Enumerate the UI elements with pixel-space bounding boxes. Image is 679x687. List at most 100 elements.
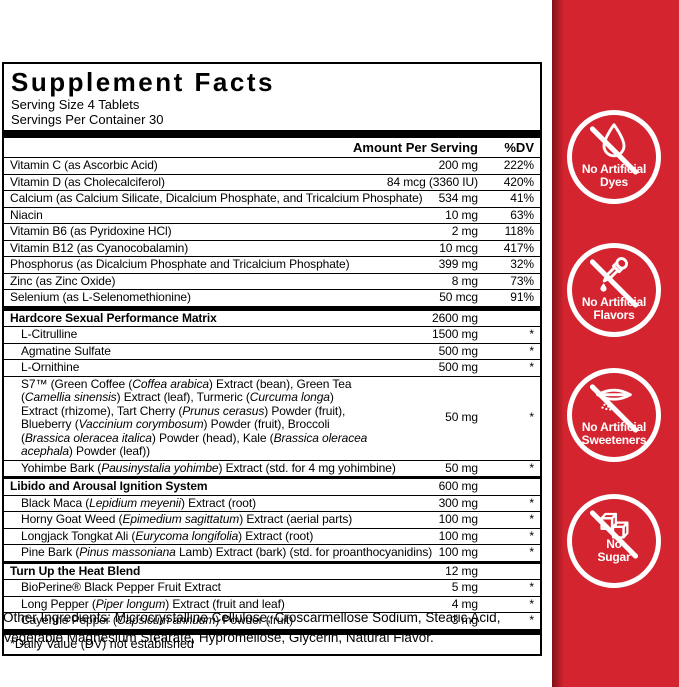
ingredient-table: Vitamin C (as Ascorbic Acid) 200 mg 222%… <box>4 157 540 629</box>
column-headers: Amount Per Serving %DV <box>4 138 540 157</box>
ingredient-dv: 417% <box>503 240 534 255</box>
ingredient-dv: * <box>529 495 534 510</box>
dv-footnote: *Daily Value (DV) not established <box>4 628 540 654</box>
badge-label-line1: No Artificial <box>581 162 647 176</box>
ingredient-dv: 73% <box>510 273 534 288</box>
table-row: BioPerine® Black Pepper Fruit Extract 5 … <box>4 579 540 596</box>
ingredient-dv: * <box>529 613 534 627</box>
ingredient-amount: 3 mg <box>451 613 478 627</box>
ingredient-amount: 399 mg <box>438 257 479 271</box>
ingredient-name: Longjack Tongkat Ali (Eurycoma longifoli… <box>21 528 314 543</box>
ingredient-dv: * <box>529 596 534 611</box>
table-row: Phosphorus (as Dicalcium Phosphate and T… <box>4 256 540 273</box>
dropper-icon <box>600 257 628 292</box>
table-row: Vitamin D (as Cholecalciferol) 84 mcg (3… <box>4 173 540 191</box>
ingredient-name: Pine Bark (Pinus massoniana Lamb) Extrac… <box>21 545 433 559</box>
ingredient-name: Libido and Arousal Ignition System <box>10 479 208 493</box>
ingredient-name: L-Ornithine <box>21 360 80 374</box>
ingredient-amount: 534 mg <box>438 191 479 205</box>
ingredient-amount: 50 mg <box>445 460 478 475</box>
table-row: L-Ornithine 500 mg * <box>4 359 540 376</box>
ingredient-dv: 222% <box>503 158 534 172</box>
ingredient-amount: 500 mg <box>438 343 479 358</box>
ingredient-name: BioPerine® Black Pepper Fruit Extract <box>21 580 221 594</box>
supplement-facts-panel: Supplement Facts Serving Size 4 Tablets … <box>2 62 542 656</box>
ingredient-name: Horny Goat Weed (Epimedium sagittatum) E… <box>21 512 353 526</box>
ingredient-amount: 1500 mg <box>432 327 478 341</box>
ingredient-name: Vitamin B12 (as Cyanocobalamin) <box>10 240 189 255</box>
table-row: Longjack Tongkat Ali (Eurycoma longifoli… <box>4 527 540 545</box>
table-row: Libido and Arousal Ignition System 600 m… <box>4 476 540 495</box>
ingredient-amount: 84 mcg (3360 IU) <box>386 174 478 189</box>
ingredient-name: Long Pepper (Piper longum) Extract (frui… <box>21 596 285 611</box>
ingredient-amount: 2600 mg <box>432 310 478 325</box>
badge-label-line2: Flavors <box>593 307 635 322</box>
serving-size: Serving Size 4 Tablets <box>11 97 140 112</box>
table-row: Calcium (as Calcium Silicate, Dicalcium … <box>4 190 540 207</box>
table-row: Agmatine Sulfate 500 mg * <box>4 342 540 360</box>
badge-label: No Sugar <box>572 538 656 563</box>
ingredient-dv: * <box>529 343 534 358</box>
table-row: Hardcore Sexual Performance Matrix 2600 … <box>4 305 540 327</box>
ingredient-dv: 420% <box>503 174 534 189</box>
ingredient-amount: 200 mg <box>438 158 479 172</box>
table-row: Horny Goat Weed (Epimedium sagittatum) E… <box>4 511 540 528</box>
badge-label-line1: No Artificial <box>581 420 647 434</box>
table-row: Cayenne Pepper (Capsicum annuum) Powder … <box>4 612 540 629</box>
amount-column-header: Amount Per Serving <box>353 140 478 155</box>
ingredient-amount: 100 mg <box>438 512 479 526</box>
ingredient-dv: * <box>529 512 534 526</box>
ingredient-dv: * <box>529 528 534 543</box>
ingredient-dv: * <box>529 545 534 559</box>
badge-label: No Artificial Dyes <box>572 163 656 188</box>
ingredient-name: Turn Up the Heat Blend <box>10 563 141 578</box>
ingredient-name: Agmatine Sulfate <box>21 343 111 358</box>
ingredient-name: Cayenne Pepper (Capsicum annuum) Powder … <box>21 613 294 627</box>
sweetener-packet-icon <box>596 388 632 411</box>
ingredient-amount: 10 mg <box>445 207 478 222</box>
badge-label-line2: Sugar <box>597 549 631 564</box>
ingredient-dv: * <box>529 410 534 425</box>
ingredient-amount: 12 mg <box>445 563 478 578</box>
ingredient-dv: 63% <box>510 207 534 222</box>
ingredient-amount: 100 mg <box>438 528 479 543</box>
badge-label: No Artificial Flavors <box>572 296 656 321</box>
ingredient-name: Niacin <box>10 207 43 222</box>
ingredient-amount: 500 mg <box>438 360 479 374</box>
ingredient-dv: 91% <box>510 290 534 304</box>
ingredient-name: Black Maca (Lepidium meyenii) Extract (r… <box>21 495 257 510</box>
table-row: Niacin 10 mg 63% <box>4 206 540 224</box>
ingredient-name: Phosphorus (as Dicalcium Phosphate and T… <box>10 257 350 271</box>
ingredient-dv: 41% <box>510 191 534 205</box>
badge-label: No Artificial Sweeteners <box>572 421 656 446</box>
table-row: L-Citrulline 1500 mg * <box>4 326 540 343</box>
ingredient-name: Hardcore Sexual Performance Matrix <box>10 310 217 325</box>
ingredient-dv: 118% <box>504 224 535 238</box>
ingredient-amount: 5 mg <box>451 580 478 594</box>
table-row: Black Maca (Lepidium meyenii) Extract (r… <box>4 494 540 512</box>
ingredient-name: L-Citrulline <box>21 327 78 341</box>
droplet-icon <box>602 123 626 158</box>
table-row: Vitamin B12 (as Cyanocobalamin) 10 mcg 4… <box>4 239 540 257</box>
ingredient-amount: 50 mg <box>445 410 478 425</box>
table-row: S7™ (Green Coffee (Coffea arabica) Extra… <box>4 375 540 460</box>
ingredient-name: Vitamin C (as Ascorbic Acid) <box>10 158 158 172</box>
dv-column-header: %DV <box>504 140 534 155</box>
table-row: Yohimbe Bark (Pausinystalia yohimbe) Ext… <box>4 459 540 477</box>
no-artificial-flavors-badge: No Artificial Flavors <box>567 243 661 337</box>
ingredient-name: Yohimbe Bark (Pausinystalia yohimbe) Ext… <box>21 460 396 475</box>
ingredient-amount: 600 mg <box>438 479 479 493</box>
ingredient-name: Zinc (as Zinc Oxide) <box>10 273 116 288</box>
table-row: Vitamin B6 (as Pyridoxine HCl) 2 mg 118% <box>4 223 540 240</box>
table-row: Pine Bark (Pinus massoniana Lamb) Extrac… <box>4 544 540 561</box>
badge-label-line1: No <box>606 537 622 551</box>
ingredient-dv: * <box>529 580 534 594</box>
divider-thick <box>4 130 540 138</box>
servings-per-container: Servings Per Container 30 <box>11 112 164 127</box>
other-ingredients: Other Ingredients: Microcrystalline Cell… <box>3 610 501 645</box>
badge-label-line2: Sweeteners <box>581 432 647 447</box>
badge-label-line2: Dyes <box>600 174 628 189</box>
ingredient-dv: 32% <box>510 257 534 271</box>
table-row: Long Pepper (Piper longum) Extract (frui… <box>4 595 540 613</box>
panel-title: Supplement Facts <box>11 67 275 97</box>
